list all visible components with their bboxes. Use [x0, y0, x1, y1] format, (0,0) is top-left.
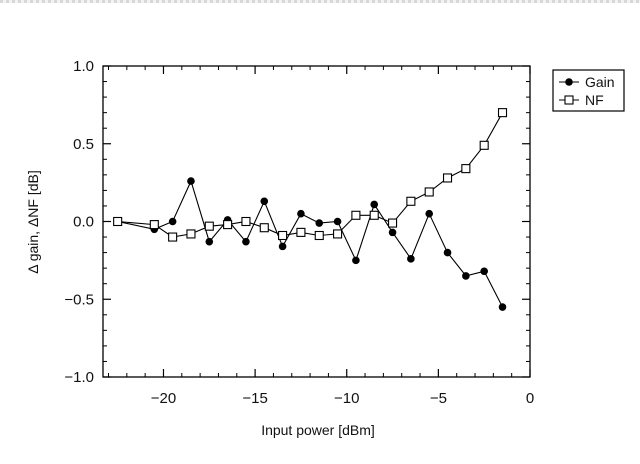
x-tick-label: −15: [242, 390, 267, 407]
chart: −20 −15 −10 −5 0 −1.0 −0.5 0.0 0.5 1.0 Input pow…: [0, 0, 640, 464]
legend-nf-label: NF: [585, 92, 604, 108]
point-gain: [205, 238, 213, 246]
point-nf: [224, 221, 232, 229]
point-nf: [260, 224, 268, 232]
point-gain: [407, 255, 415, 263]
point-gain: [279, 243, 287, 251]
point-gain: [480, 267, 488, 275]
point-gain: [370, 201, 378, 209]
point-nf: [425, 188, 433, 196]
series-layer: [114, 109, 507, 311]
x-tick-label: 0: [526, 390, 534, 407]
y-tick-labels: −1.0 −0.5 0.0 0.5 1.0: [64, 58, 94, 386]
legend-gain-label: Gain: [585, 74, 615, 90]
point-nf: [279, 231, 287, 239]
point-gain: [169, 218, 177, 226]
point-nf: [205, 222, 213, 230]
point-gain: [389, 229, 397, 237]
point-nf: [242, 218, 250, 226]
legend-gain-marker: [565, 78, 573, 86]
legend: Gain NF: [553, 70, 624, 111]
point-gain: [315, 219, 323, 227]
point-gain: [352, 257, 360, 265]
point-gain: [444, 249, 452, 257]
point-gain: [334, 218, 342, 226]
point-gain: [187, 177, 195, 185]
x-axis-title: Input power [dBm]: [261, 422, 375, 438]
point-gain: [425, 210, 433, 218]
point-gain: [242, 238, 250, 246]
point-gain: [499, 303, 507, 311]
y-tick-label: 0.0: [73, 214, 94, 231]
x-tick-label: −20: [151, 390, 176, 407]
y-tick-label: 0.5: [73, 136, 94, 153]
legend-nf-marker: [565, 96, 573, 104]
x-tick-label: −5: [430, 390, 447, 407]
point-gain: [297, 210, 305, 218]
point-nf: [150, 221, 158, 229]
point-nf: [407, 197, 415, 205]
point-gain: [462, 272, 470, 280]
y-axis-title: Δ gain, ΔNF [dB]: [25, 170, 41, 274]
y-tick-label: −1.0: [64, 369, 94, 386]
point-nf: [389, 219, 397, 227]
point-nf: [352, 211, 360, 219]
point-nf: [499, 109, 507, 117]
point-nf: [462, 165, 470, 173]
y-tick-label: 1.0: [73, 58, 94, 75]
x-tick-label: −10: [334, 390, 359, 407]
point-nf: [169, 233, 177, 241]
point-nf: [444, 174, 452, 182]
point-nf: [334, 230, 342, 238]
x-tick-labels: −20 −15 −10 −5 0: [151, 390, 534, 407]
y-tick-label: −0.5: [64, 291, 94, 308]
point-nf: [315, 231, 323, 239]
series-line-gain: [118, 181, 503, 307]
point-nf: [297, 228, 305, 236]
point-nf: [370, 211, 378, 219]
point-gain: [260, 197, 268, 205]
point-nf: [480, 141, 488, 149]
point-nf: [187, 230, 195, 238]
point-nf: [114, 218, 122, 226]
